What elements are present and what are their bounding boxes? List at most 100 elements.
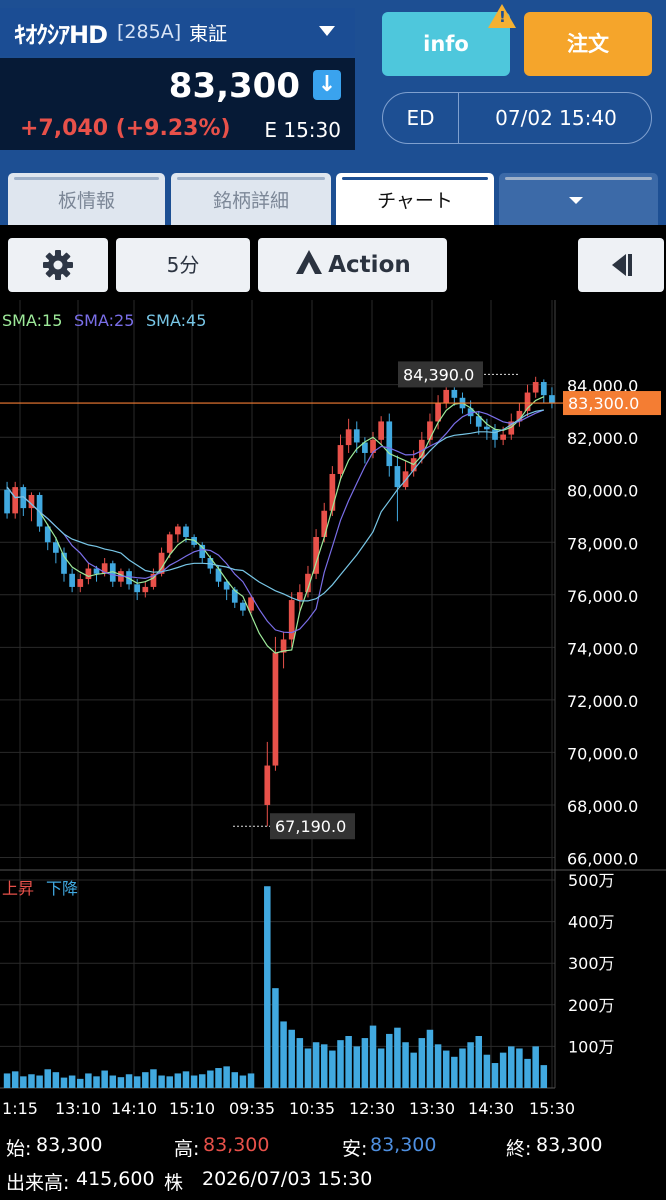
volume-bar [11,1071,19,1088]
volume-bar [20,1076,27,1088]
current-price-tag [563,391,661,416]
tab-stock-details[interactable]: 銘柄詳細 [171,173,331,225]
volume-bar [304,1048,312,1088]
candle-body [418,439,425,459]
interval-button[interactable]: 5分 [116,238,250,292]
candle-body [4,489,10,514]
price-tick-label: 68,000.0 [567,797,638,816]
warning-icon: ! [488,4,516,28]
collapse-left-icon [612,254,632,276]
candle-body [199,544,206,559]
action-button[interactable]: Action [258,238,447,292]
candle-body [524,392,531,411]
volume-bar [198,1074,206,1088]
candle-body [443,389,450,404]
volume-bar [158,1075,165,1088]
candle-body [467,408,474,417]
candle-body [549,395,555,404]
header: ｷｵｸｼｱHD [285A] 東証 83,300 ↓ +7,040 (+9.23… [0,0,666,165]
volume-label: 出来高: [6,1172,70,1194]
candle-body [12,487,19,514]
volume-bar [353,1046,361,1088]
time-tick-label: 15:30 [529,1099,575,1118]
volume-bar [483,1054,491,1088]
candle-body [142,586,149,593]
ed-datetime-pill[interactable]: ED 07/02 15:40 [382,92,652,144]
time-tick-label: 09:35 [229,1099,275,1118]
candle-body [386,421,393,467]
sma-legend-item: SMA:25 [74,311,134,330]
candle-body [321,510,328,538]
volume-bar [296,1038,304,1088]
volume-bar [125,1074,133,1088]
candle-body [296,592,303,601]
gear-icon [43,250,73,280]
time-tick-label: 13:30 [409,1099,455,1118]
volume-bar [85,1073,92,1088]
time-tick-label: 1:15 [2,1099,38,1118]
price-tick-label: 72,000.0 [567,692,638,711]
arrow-down-icon: ↓ [313,70,341,100]
volume-bar [190,1075,198,1088]
price-tick-label: 78,000.0 [567,534,638,553]
volume-legend-up: 上昇 [2,879,34,898]
candle-body [69,573,75,587]
symbol-selector[interactable]: ｷｵｸｼｱHD [285A] 東証 [0,8,355,56]
tab-chart[interactable]: チャート [336,173,494,225]
volume-bar [426,1029,434,1088]
candle-body [508,421,515,435]
volume-bar [369,1025,377,1088]
summary-datetime: 2026/07/03 15:30 [202,1168,373,1190]
price-change: +7,040 (+9.23%) [20,116,231,141]
volume-bar [532,1046,539,1088]
low-price-label: 67,190.0 [275,817,346,836]
volume-bar [459,1048,466,1088]
tab-bar: 板情報 銘柄詳細 チャート [0,165,666,225]
low-label: 安: [342,1138,368,1160]
chevron-down-icon [569,197,583,204]
candle-body [362,442,368,453]
candle-body [516,410,523,422]
volume-bar [207,1070,214,1088]
candle-body [451,389,458,398]
price-tick-label: 84,000.0 [567,377,638,396]
candle-body [248,597,254,611]
volume-bar [223,1066,230,1088]
volume-tick-label: 500万 [568,871,615,890]
candle-body [231,589,238,603]
tab-order-book[interactable]: 板情報 [8,173,165,225]
volume-bar [117,1077,125,1088]
price-chart[interactable]: 84,000.0 82,000.0 80,000.0 78,000.0 76,000.0… [0,300,666,1128]
volume-tick-label: 100万 [568,1037,615,1056]
candle-body [475,416,482,427]
price-tick-label: 70,000.0 [567,744,638,763]
volume-bar [434,1044,442,1088]
price-tick-label: 66,000.0 [567,849,638,868]
settings-button[interactable] [8,238,108,292]
candlestick-series [4,374,555,827]
candle-body [28,494,35,509]
candle-body [215,568,222,582]
collapse-panel-button[interactable] [578,238,664,292]
tab-more[interactable] [499,173,658,225]
volume-bar [68,1075,76,1088]
order-button[interactable]: 注文 [524,12,652,76]
sma45-line [6,409,544,602]
volume-bar [402,1042,409,1088]
volume-bar [174,1073,182,1088]
volume-tick-label: 300万 [568,954,615,973]
volume-unit: 株 [164,1172,184,1194]
volume-bar [44,1069,51,1088]
volume-bar [215,1068,222,1088]
chevron-down-icon[interactable] [319,26,335,36]
candle-body [378,421,385,440]
candle-body [280,639,287,653]
sma15-line [6,396,545,654]
volume-bar [272,988,279,1088]
volume-bar [361,1038,369,1088]
close-value: 83,300 [536,1134,603,1156]
candle-body [370,439,376,453]
sma-lines [6,396,545,654]
open-label: 始: [6,1138,32,1160]
chart-toolbar: 5分 Action [0,225,666,300]
